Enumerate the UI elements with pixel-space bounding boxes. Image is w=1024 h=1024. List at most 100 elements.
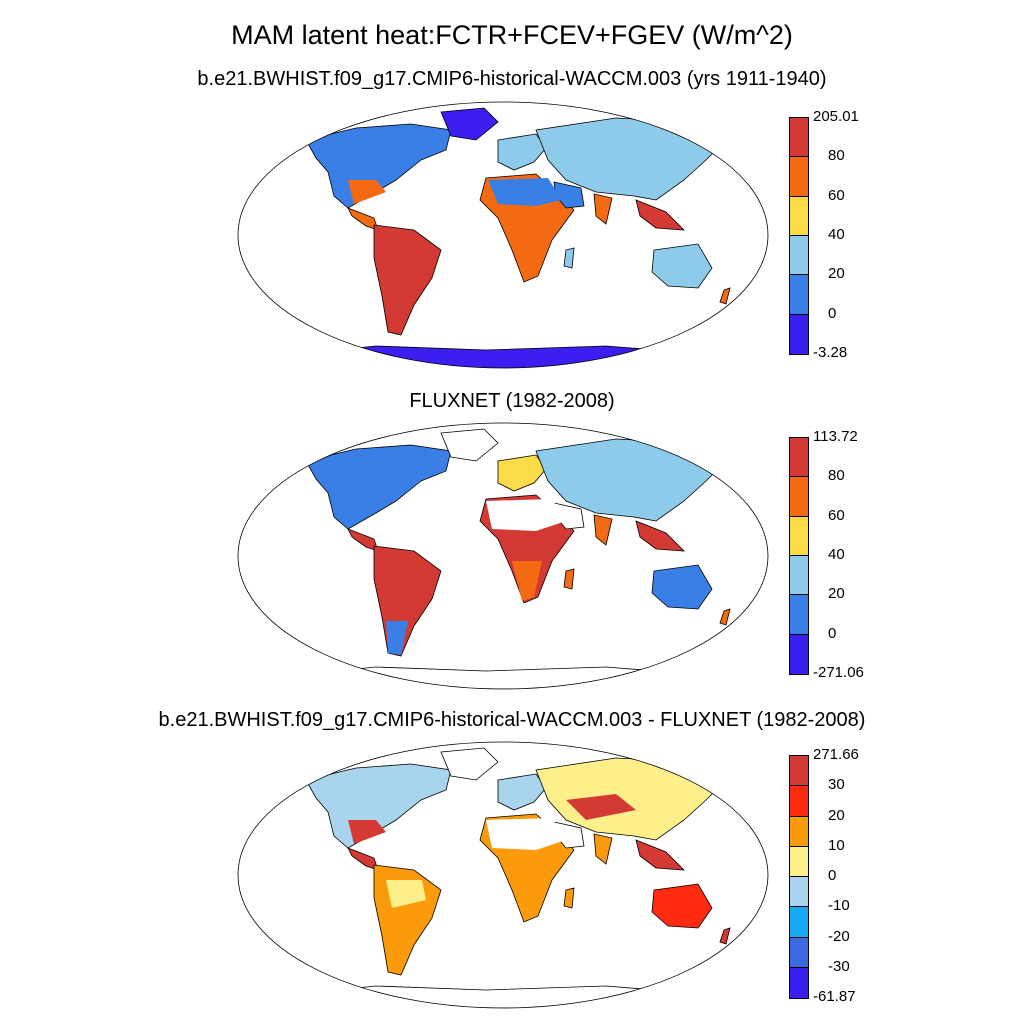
seAsia-landmass (635, 520, 686, 552)
antarctica-landmass (274, 666, 732, 689)
colorbar-tick-label: 60 (828, 506, 845, 524)
colorbar-segment (790, 756, 808, 787)
colorbar-segment (790, 196, 808, 236)
amazon-region (386, 240, 432, 270)
centralAmerica-landmass (347, 847, 379, 871)
antarctica-landmass (274, 985, 732, 1008)
greenland-landmass (440, 428, 499, 462)
colorbar-tick-label: 20 (828, 265, 845, 283)
panel-1-title: b.e21.BWHIST.f09_g17.CMIP6-historical-WA… (197, 68, 827, 90)
panel-3-map (237, 741, 769, 1009)
colorbar-segment (790, 595, 808, 635)
colorbar-tick-label: -61.87 (813, 988, 856, 1005)
sahara-region (486, 499, 566, 531)
colorbar-tick-label: 80 (828, 467, 845, 485)
colorbar-segment (790, 937, 808, 968)
colorbar-tick-label: -30 (828, 957, 850, 975)
eastern-us-region (348, 180, 386, 204)
continents-group (274, 107, 732, 368)
colorbar-tick-label: 40 (828, 226, 845, 243)
colorbar-tick-label: 271.66 (813, 746, 859, 763)
greenland-landmass (440, 107, 499, 141)
colorbar-tick-label: -10 (828, 897, 850, 915)
colorbar-segment (790, 477, 808, 517)
colorbar-tick-label: 113.72 (813, 428, 858, 445)
northAmerica-landmass (305, 123, 452, 209)
madagascar-landmass (563, 887, 575, 909)
colorbar-segment (790, 235, 808, 276)
india-landmass (593, 833, 613, 865)
newZealand-landmass (719, 608, 731, 626)
colorbar-segment (790, 516, 808, 556)
colorbar-tick-label: 0 (828, 304, 837, 322)
continents-group (274, 428, 732, 689)
colorbar-tick-label: 0 (828, 867, 837, 884)
seAsia-landmass (635, 199, 686, 231)
europe-landmass (497, 454, 547, 492)
colorbar-segment (790, 555, 808, 596)
northAmerica-landmass (305, 444, 452, 530)
newZealand-landmass (719, 287, 731, 305)
northAmerica-landmass (305, 763, 452, 849)
panel-2-map (237, 422, 769, 690)
madagascar-landmass (563, 247, 575, 269)
colorbar-segment (790, 157, 808, 197)
continents-group (274, 747, 732, 1008)
colorbar-tick-label: 0 (828, 624, 837, 642)
eastern-us-region (348, 820, 386, 844)
sahara-region (488, 178, 562, 206)
colorbar-tick-label: 60 (828, 186, 845, 204)
panel-2-title: FLUXNET (1982-2008) (409, 390, 615, 412)
europe-landmass (497, 773, 547, 811)
colorbar-tick-label: 20 (828, 806, 845, 824)
colorbar-tick-label: 30 (828, 776, 845, 794)
colorbar-segment (790, 816, 808, 847)
colorbar-segment (790, 634, 808, 674)
panel-1-map (237, 101, 769, 369)
india-landmass (593, 193, 613, 225)
centralAmerica-landmass (347, 528, 379, 552)
colorbar-segment (790, 275, 808, 315)
seAsia-landmass (635, 839, 686, 871)
colorbar-tick-label: 80 (828, 147, 845, 165)
central-asia-region (566, 794, 636, 820)
amazon-region (386, 880, 426, 908)
colorbar-segment (790, 846, 808, 877)
colorbar-segment (790, 877, 808, 908)
centralAmerica-landmass (347, 207, 379, 231)
colorbar-segment (790, 786, 808, 817)
colorbar-tick-label: -3.28 (813, 344, 848, 361)
colorbar-tick-label: -271.06 (813, 664, 864, 681)
colorbar-segment (790, 314, 808, 354)
europe-landmass (497, 133, 547, 171)
main-title: MAM latent heat:FCTR+FCEV+FGEV (W/m^2) (231, 20, 793, 50)
map-outline (237, 101, 769, 369)
india-landmass (593, 514, 613, 546)
panel-1-colorbar (789, 117, 809, 355)
panel-3-colorbar (789, 755, 809, 999)
newZealand-landmass (719, 927, 731, 945)
map-outline (237, 741, 769, 1009)
colorbar-tick-label: 10 (828, 836, 845, 854)
colorbar-tick-label: -20 (828, 927, 850, 945)
panel-2-colorbar (789, 437, 809, 675)
colorbar-tick-label: 40 (828, 546, 845, 563)
australia-landmass (651, 243, 713, 289)
madagascar-landmass (563, 568, 575, 590)
southAmerica-landmass (373, 545, 442, 657)
colorbar-tick-label: 205.01 (813, 108, 859, 125)
southern-africa-region (512, 561, 542, 601)
colorbar-segment (790, 967, 808, 998)
greenland-landmass (440, 747, 499, 781)
colorbar-tick-label: 20 (828, 585, 845, 603)
map-outline (237, 422, 769, 690)
patagonia-region (386, 621, 408, 655)
colorbar-segment (790, 907, 808, 938)
antarctica-landmass (274, 345, 732, 368)
australia-landmass (651, 883, 713, 929)
panel-3-title: b.e21.BWHIST.f09_g17.CMIP6-historical-WA… (158, 709, 866, 731)
australia-landmass (651, 564, 713, 610)
sahara-region (486, 818, 566, 850)
colorbar-segment (790, 118, 808, 158)
colorbar-segment (790, 438, 808, 478)
